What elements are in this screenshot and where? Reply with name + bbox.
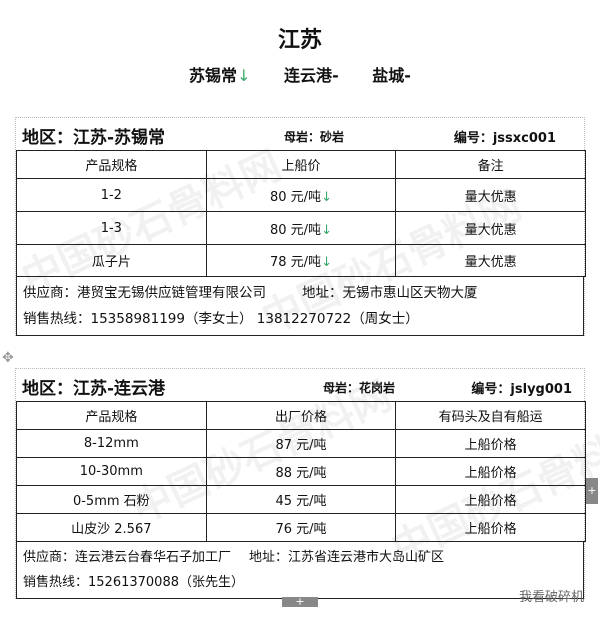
table-cell: 1-3 (16, 211, 207, 245)
table-cell: 出厂价格 (205, 401, 397, 430)
table-cell: 量大优惠 (395, 244, 586, 277)
table-cell: 80 元/吨↓ (205, 211, 397, 245)
text: 地区：江苏-连云港 母岩：花岗岩 编号：jslyg001 (16, 369, 584, 401)
text: 78 元/吨 (270, 255, 322, 270)
text: 苏锡常 (189, 66, 238, 85)
text: 连云港 (284, 66, 333, 85)
table-cell: 45 元/吨 (205, 485, 397, 514)
table-cell: 上船价格 (395, 513, 586, 542)
region-label: 地区：江苏-连云港 (22, 379, 166, 399)
table-cell: 80 元/吨↓ (205, 178, 397, 212)
table-cell: 8-12mm (16, 429, 207, 458)
table-cell: 量大优惠 (395, 211, 586, 245)
add-row-handle[interactable]: + (282, 596, 318, 607)
table-cell: 76 元/吨 (205, 513, 397, 542)
supplier: 供应商：港贸宝无锡供应链管理有限公司 (23, 285, 266, 301)
text: 产品规格 上船价 备注 1-2 80 元/吨↓ 量大优惠 1-3 80 元/吨↓ 量大优惠 … (16, 150, 586, 277)
table-cell: 上船价格 (395, 429, 586, 458)
text: 地区：江苏-苏锡常 母岩：砂岩 编号：jssxc001 (16, 118, 584, 150)
table-cell: 产品规格 (16, 401, 207, 430)
text: 80 元/吨 (270, 189, 322, 205)
address: 地址：无锡市惠山区天物大厦 (302, 285, 478, 301)
table-cell: 有码头及自有船运 (395, 401, 586, 430)
supplier-info: 供应商：连云港云台春华石子加工厂 地址：江苏省连云港市大岛山矿区 销售热线：152… (16, 542, 584, 599)
table-row: 8-12mm 87 元/吨 上船价格 (16, 429, 586, 458)
table-header: 产品规格 出厂价格 有码头及自有船运 (16, 401, 586, 430)
region-label: 地区：江苏-苏锡常 (22, 128, 166, 148)
table-cell: 产品规格 (16, 150, 207, 179)
brand-watermark: 我看破碎机 (518, 590, 584, 605)
text: 供应商：港贸宝无锡供应链管理有限公司 地址：无锡市惠山区天物大厦 (23, 280, 577, 306)
supplier: 供应商：连云港云台春华石子加工厂 (23, 550, 232, 565)
page-title: 江苏 (277, 28, 322, 53)
table-row: 1-3 80 元/吨↓ 量大优惠 (16, 211, 586, 245)
table-row: 0-5mm 石粉 45 元/吨 上船价格 (16, 485, 586, 514)
table-cell: 瓜子片 (16, 244, 207, 277)
down-arrow-icon: ↓ (321, 255, 332, 270)
city-summary: 苏锡常↓ 连云港- 盐城- (0, 62, 600, 86)
text: - (404, 66, 411, 85)
text: - (332, 66, 339, 85)
table-row: 10-30mm 88 元/吨 上船价格 (16, 457, 586, 486)
table-cell: 上船价 (205, 150, 397, 179)
table-cell: 88 元/吨 (205, 457, 397, 486)
move-handle-icon[interactable]: ✥ (2, 350, 14, 366)
down-arrow-icon: ↓ (321, 222, 332, 238)
price-card-suxichang: 地区：江苏-苏锡常 母岩：砂岩 编号：jssxc001 产品规格 上船价 备注 1-… (15, 117, 586, 336)
text: 供应商：连云港云台春华石子加工厂 地址：江苏省连云港市大岛山矿区 (23, 545, 577, 570)
city-1: 苏锡常↓ (189, 66, 250, 85)
city-2: 连云港- (284, 66, 339, 85)
table-cell: 上船价格 (395, 485, 586, 514)
table-cell: 1-2 (16, 178, 207, 212)
rock-label: 母岩：花岗岩 (323, 381, 396, 395)
down-arrow-icon: ↓ (321, 189, 332, 205)
table-row: 山皮沙 2.567 76 元/吨 上船价格 (16, 513, 586, 542)
address: 地址：江苏省连云港市大岛山矿区 (249, 550, 445, 565)
text: 产品规格 出厂价格 有码头及自有船运 8-12mm 87 元/吨 上船价格 10-30m… (16, 401, 586, 542)
table-cell: 10-30mm (16, 457, 207, 486)
text: ↓ (237, 66, 251, 85)
code-label: 编号：jssxc001 (453, 131, 556, 146)
table-cell: 上船价格 (395, 457, 586, 486)
text: 80 元/吨 (270, 222, 322, 238)
hotline: 销售热线：15261370088（张先生） (23, 575, 244, 590)
table-row: 1-2 80 元/吨↓ 量大优惠 (16, 178, 586, 212)
supplier-info: 供应商：港贸宝无锡供应链管理有限公司 地址：无锡市惠山区天物大厦 销售热线：153… (16, 277, 584, 336)
price-table: 产品规格 出厂价格 有码头及自有船运 8-12mm 87 元/吨 上船价格 10-30m… (16, 401, 586, 542)
table-cell: 备注 (395, 150, 586, 179)
rock-label: 母岩：砂岩 (284, 130, 345, 144)
city-3: 盐城- (372, 66, 411, 85)
price-table: 产品规格 上船价 备注 1-2 80 元/吨↓ 量大优惠 1-3 80 元/吨↓ 量大优惠 … (16, 150, 586, 277)
table-cell: 87 元/吨 (205, 429, 397, 458)
table-header: 产品规格 上船价 备注 (16, 150, 586, 179)
code-label: 编号：jslyg001 (471, 382, 572, 397)
hotline: 销售热线：15358981199（李女士） 13812270722（周女士） (23, 311, 419, 327)
table-cell: 山皮沙 2.567 (16, 513, 207, 542)
table-cell: 量大优惠 (395, 178, 586, 212)
price-card-lianyungang: 地区：江苏-连云港 母岩：花岗岩 编号：jslyg001 产品规格 出厂价格 有码头… (15, 368, 586, 599)
table-cell: 78 元/吨↓ (205, 244, 397, 277)
text: 盐城 (372, 66, 405, 85)
add-column-handle[interactable]: + (586, 478, 598, 504)
table-row: 瓜子片 78 元/吨↓ 量大优惠 (16, 244, 586, 277)
table-cell: 0-5mm 石粉 (16, 485, 207, 514)
